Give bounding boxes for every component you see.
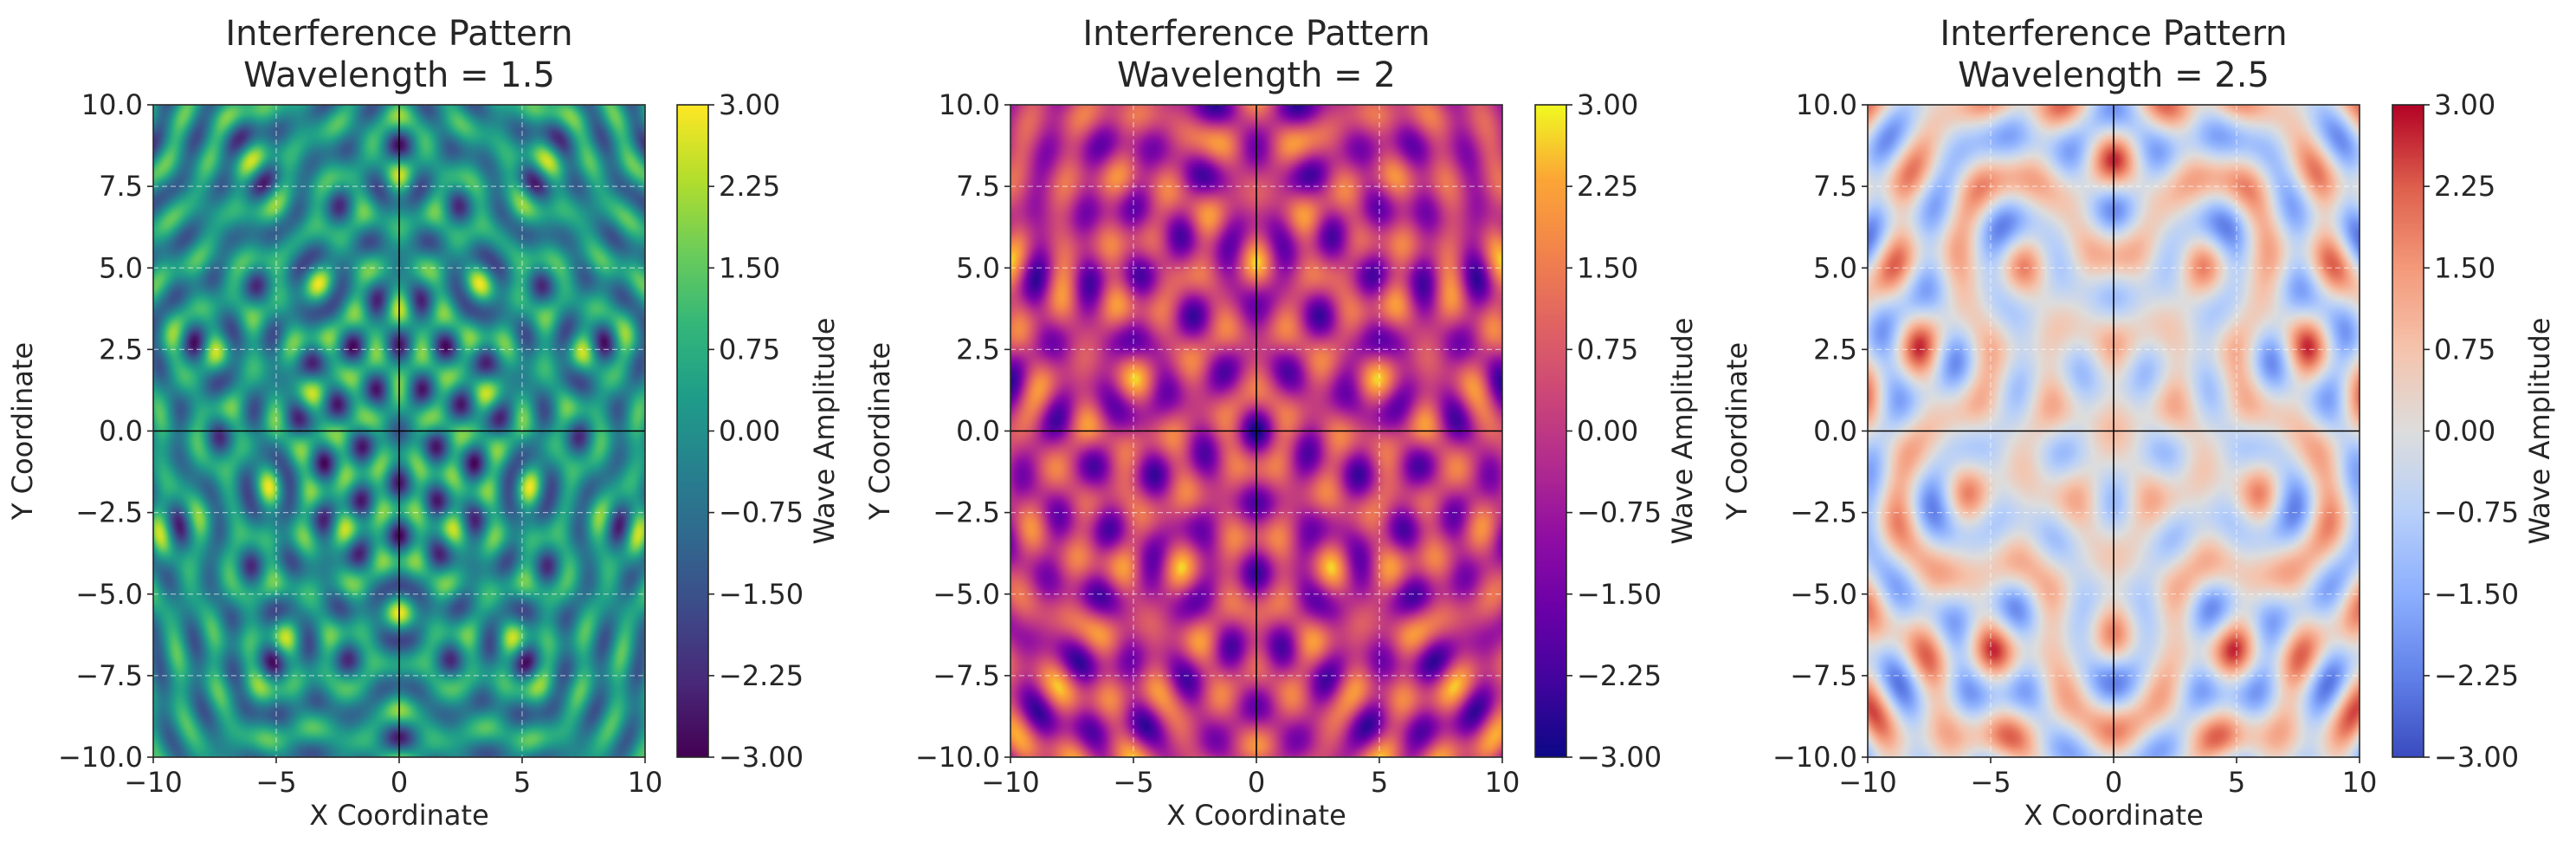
x-axis-label: X Coordinate <box>2024 799 2204 832</box>
colorbar-tick-label: −3.00 <box>2434 741 2519 774</box>
y-axis-label: Y Coordinate <box>1721 342 1753 521</box>
colorbar-label: Wave Amplitude <box>808 318 841 545</box>
colorbar-tick-label: 1.50 <box>2434 251 2495 284</box>
colorbar-label: Wave Amplitude <box>2523 318 2556 545</box>
y-tick-label: −10.0 <box>915 741 1000 774</box>
y-tick-label: 0.0 <box>956 415 1000 448</box>
y-tick-label: −2.5 <box>75 496 143 529</box>
colorbar-gradient <box>2392 105 2424 757</box>
colorbar-tick-label: −2.25 <box>719 659 804 692</box>
x-tick-label: 10 <box>628 766 663 799</box>
y-axis-label: Y Coordinate <box>6 342 39 521</box>
x-axis-label: X Coordinate <box>1166 799 1346 832</box>
x-tick-label: −5 <box>255 766 296 799</box>
colorbar-tick-label: 0.00 <box>1577 415 1638 448</box>
colorbar-tick-label: −0.75 <box>2434 496 2519 529</box>
y-tick-label: −10.0 <box>58 741 143 774</box>
y-tick-label: 5.0 <box>1813 251 1857 284</box>
colorbar-tick-label: −1.50 <box>719 578 804 611</box>
colorbar-tick-label: −0.75 <box>1577 496 1662 529</box>
colorbar-tick-label: 1.50 <box>719 251 780 284</box>
colorbar-tick-label: −3.00 <box>1577 741 1662 774</box>
colorbar-tick-label: −1.50 <box>2434 578 2519 611</box>
x-tick-label: −5 <box>1970 766 2011 799</box>
x-tick-label: 0 <box>2105 766 2122 799</box>
y-tick-label: −2.5 <box>1790 496 1857 529</box>
colorbar-tick-label: −1.50 <box>1577 578 1662 611</box>
chart-title-line-2: Wavelength = 2 <box>1117 55 1396 95</box>
chart-title: Interference Pattern Wavelength = 2.5 <box>1940 14 2287 95</box>
x-axis-label: X Coordinate <box>309 799 489 832</box>
chart-title-line-2: Wavelength = 1.5 <box>243 55 555 95</box>
colorbar-tick-label: −2.25 <box>1577 659 1662 692</box>
colorbar-tick-label: −0.75 <box>719 496 804 529</box>
x-tick-label: −10 <box>124 766 183 799</box>
colorbar-tick-label: 2.25 <box>2434 170 2495 203</box>
x-tick-label: 5 <box>513 766 531 799</box>
colorbar-gradient <box>677 105 708 757</box>
colorbar-tick-label: 1.50 <box>1577 251 1638 284</box>
x-tick-label: −10 <box>1838 766 1897 799</box>
x-tick-label: 5 <box>2228 766 2245 799</box>
y-tick-label: 0.0 <box>1813 415 1857 448</box>
chart-title-line-2: Wavelength = 2.5 <box>1958 55 2269 95</box>
colorbar-tick-label: 2.25 <box>1577 170 1638 203</box>
colorbar-tick-label: −3.00 <box>719 741 804 774</box>
y-tick-label: 5.0 <box>956 251 1000 284</box>
colorbar-tick-label: 0.75 <box>1577 333 1638 366</box>
y-tick-label: 7.5 <box>956 170 1000 203</box>
y-tick-label: −2.5 <box>933 496 1000 529</box>
colorbar-gradient <box>1535 105 1566 757</box>
chart-title-line-1: Interference Pattern <box>1082 14 1430 54</box>
colorbar-tick-label: 2.25 <box>719 170 780 203</box>
x-tick-label: 10 <box>1485 766 1520 799</box>
y-tick-label: 5.0 <box>99 251 143 284</box>
chart-title: Interference Pattern Wavelength = 1.5 <box>225 14 572 95</box>
colorbar-tick-label: 0.00 <box>719 415 780 448</box>
chart-title-line-1: Interference Pattern <box>225 14 572 54</box>
colorbar-tick-label: 0.00 <box>2434 415 2495 448</box>
y-tick-label: 7.5 <box>99 170 143 203</box>
colorbar-tick-label: 3.00 <box>2434 88 2495 121</box>
x-tick-label: 0 <box>391 766 408 799</box>
colorbar-label: Wave Amplitude <box>1666 318 1699 545</box>
y-tick-label: −7.5 <box>933 659 1000 692</box>
y-axis-label: Y Coordinate <box>863 342 896 521</box>
y-tick-label: −10.0 <box>1772 741 1857 774</box>
colorbar-tick-label: 3.00 <box>719 88 780 121</box>
x-tick-label: 5 <box>1371 766 1388 799</box>
colorbar-tick-label: −2.25 <box>2434 659 2519 692</box>
y-tick-label: 10.0 <box>1796 88 1857 121</box>
x-tick-label: −5 <box>1113 766 1153 799</box>
y-tick-label: −5.0 <box>1790 578 1857 611</box>
y-tick-label: −7.5 <box>75 659 143 692</box>
colorbar-tick-label: 3.00 <box>1577 88 1638 121</box>
chart-title: Interference Pattern Wavelength = 2 <box>1082 14 1430 95</box>
y-tick-label: −5.0 <box>75 578 143 611</box>
x-tick-label: 0 <box>1248 766 1265 799</box>
x-tick-label: 10 <box>2342 766 2378 799</box>
colorbar-tick-label: 0.75 <box>719 333 780 366</box>
y-tick-label: 0.0 <box>99 415 143 448</box>
y-tick-label: 2.5 <box>99 333 143 366</box>
x-tick-label: −10 <box>981 766 1040 799</box>
y-tick-label: −5.0 <box>933 578 1000 611</box>
y-tick-label: 2.5 <box>956 333 1000 366</box>
y-tick-label: 2.5 <box>1813 333 1857 366</box>
y-tick-label: 7.5 <box>1813 170 1857 203</box>
y-tick-label: 10.0 <box>939 88 1000 121</box>
colorbar-tick-label: 0.75 <box>2434 333 2495 366</box>
y-tick-label: 10.0 <box>81 88 143 121</box>
y-tick-label: −7.5 <box>1790 659 1857 692</box>
chart-title-line-1: Interference Pattern <box>1940 14 2287 54</box>
